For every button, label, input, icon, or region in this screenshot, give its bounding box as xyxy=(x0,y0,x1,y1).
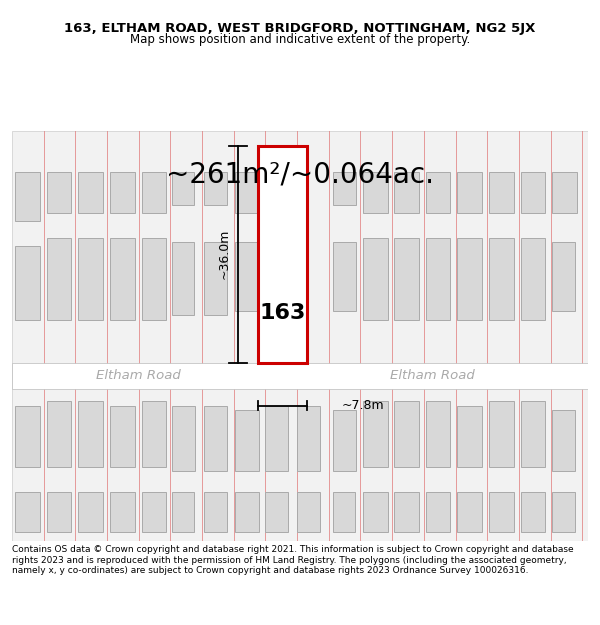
Bar xyxy=(521,401,545,467)
Text: Eltham Road: Eltham Road xyxy=(390,369,475,382)
Bar xyxy=(78,172,103,213)
Bar xyxy=(12,362,588,389)
Bar xyxy=(394,172,419,213)
Bar xyxy=(172,491,194,532)
Bar xyxy=(297,406,320,471)
Bar xyxy=(142,172,166,213)
Bar xyxy=(15,172,40,221)
Bar xyxy=(172,406,195,471)
Bar xyxy=(110,238,134,319)
Bar xyxy=(425,491,451,532)
Bar xyxy=(258,146,307,362)
Bar xyxy=(552,172,577,213)
Bar xyxy=(364,401,388,467)
Bar xyxy=(265,491,289,532)
Bar xyxy=(334,172,356,205)
Bar xyxy=(15,491,40,532)
Bar xyxy=(489,238,514,319)
Bar xyxy=(204,172,227,205)
Bar xyxy=(489,172,514,213)
Bar xyxy=(394,401,419,467)
Bar xyxy=(204,242,227,316)
Bar xyxy=(235,242,259,311)
Text: Contains OS data © Crown copyright and database right 2021. This information is : Contains OS data © Crown copyright and d… xyxy=(12,545,574,575)
Bar xyxy=(364,172,388,213)
Bar xyxy=(334,491,355,532)
Bar xyxy=(47,238,71,319)
Bar xyxy=(172,242,194,316)
Bar xyxy=(364,238,388,319)
Bar xyxy=(235,491,259,532)
Bar xyxy=(457,491,482,532)
Text: Map shows position and indicative extent of the property.: Map shows position and indicative extent… xyxy=(130,32,470,46)
Bar xyxy=(235,409,259,471)
Bar xyxy=(334,409,356,471)
Bar xyxy=(394,238,419,319)
Bar xyxy=(394,491,419,532)
Text: ~261m²/~0.064ac.: ~261m²/~0.064ac. xyxy=(166,160,434,188)
Text: 163: 163 xyxy=(260,303,306,323)
Bar xyxy=(110,406,134,467)
Text: ~36.0m: ~36.0m xyxy=(217,229,230,279)
Bar xyxy=(142,491,166,532)
Bar xyxy=(489,491,514,532)
Bar xyxy=(47,491,71,532)
Bar xyxy=(425,172,451,213)
Bar xyxy=(47,401,71,467)
Bar xyxy=(78,491,103,532)
Bar xyxy=(521,238,545,319)
Bar xyxy=(142,401,166,467)
Bar xyxy=(521,172,545,213)
Bar xyxy=(425,401,451,467)
Bar xyxy=(364,491,388,532)
Bar xyxy=(204,406,227,471)
Text: Eltham Road: Eltham Road xyxy=(97,369,181,382)
Text: ~7.8m: ~7.8m xyxy=(342,399,385,412)
Bar xyxy=(265,406,289,471)
Bar xyxy=(425,238,451,319)
Bar xyxy=(15,406,40,467)
Bar xyxy=(297,491,320,532)
Bar xyxy=(47,172,71,213)
Bar xyxy=(78,238,103,319)
Bar xyxy=(552,242,575,311)
Bar xyxy=(110,491,134,532)
Bar xyxy=(489,401,514,467)
Bar xyxy=(552,409,575,471)
Bar xyxy=(204,491,227,532)
Bar xyxy=(552,491,575,532)
Bar xyxy=(142,238,166,319)
Bar xyxy=(235,172,259,213)
Bar xyxy=(457,238,482,319)
Bar xyxy=(110,172,134,213)
Bar xyxy=(172,172,194,205)
Bar xyxy=(15,246,40,319)
Bar xyxy=(334,242,356,311)
Bar xyxy=(521,491,545,532)
Text: 163, ELTHAM ROAD, WEST BRIDGFORD, NOTTINGHAM, NG2 5JX: 163, ELTHAM ROAD, WEST BRIDGFORD, NOTTIN… xyxy=(64,22,536,35)
Bar xyxy=(457,172,482,213)
Bar xyxy=(457,406,482,467)
Bar xyxy=(78,401,103,467)
